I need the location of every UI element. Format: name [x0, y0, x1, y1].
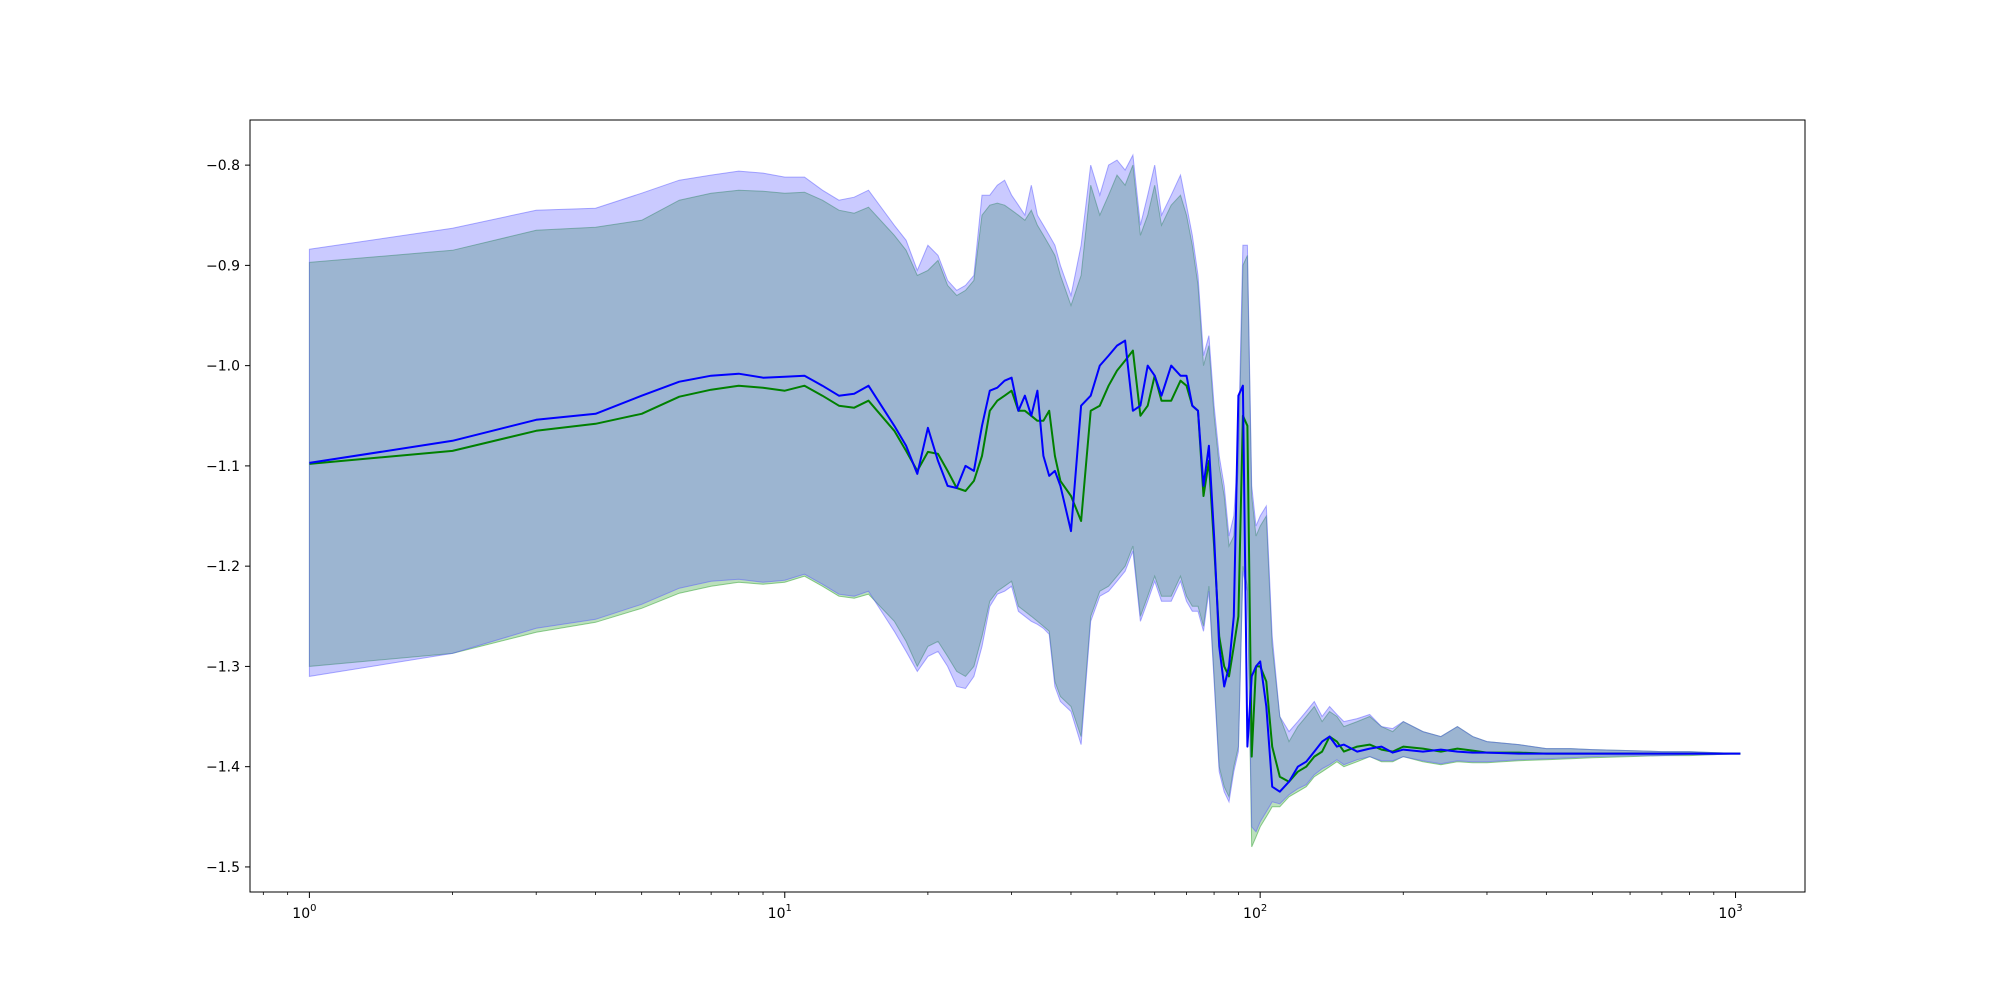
- x-tick-label: 101: [768, 903, 792, 922]
- x-tick-label: 102: [1243, 903, 1267, 922]
- x-tick-label: 103: [1718, 903, 1742, 922]
- plot-area: [308, 153, 1741, 848]
- y-tick-label: −1.3: [206, 659, 240, 675]
- y-tick-label: −0.8: [206, 158, 240, 174]
- y-tick-label: −1.5: [206, 860, 240, 876]
- axes-frame: [249, 119, 1806, 893]
- x-axis: 100 101 102 103: [262, 892, 1743, 922]
- y-tick-label: −1.4: [206, 760, 240, 776]
- series-line-1: [309, 349, 1741, 783]
- y-tick-label: −1.1: [206, 459, 240, 475]
- y-tick-label: −1.0: [206, 359, 240, 375]
- y-axis: −0.8 −0.9 −1.0 −1.1 −1.2 −1.3 −1.4 −1.5: [206, 158, 250, 876]
- y-tick-label: −0.9: [206, 258, 240, 274]
- y-tick-label: −1.2: [206, 559, 240, 575]
- x-tick-label: 100: [292, 903, 316, 922]
- series-line-2: [309, 339, 1741, 793]
